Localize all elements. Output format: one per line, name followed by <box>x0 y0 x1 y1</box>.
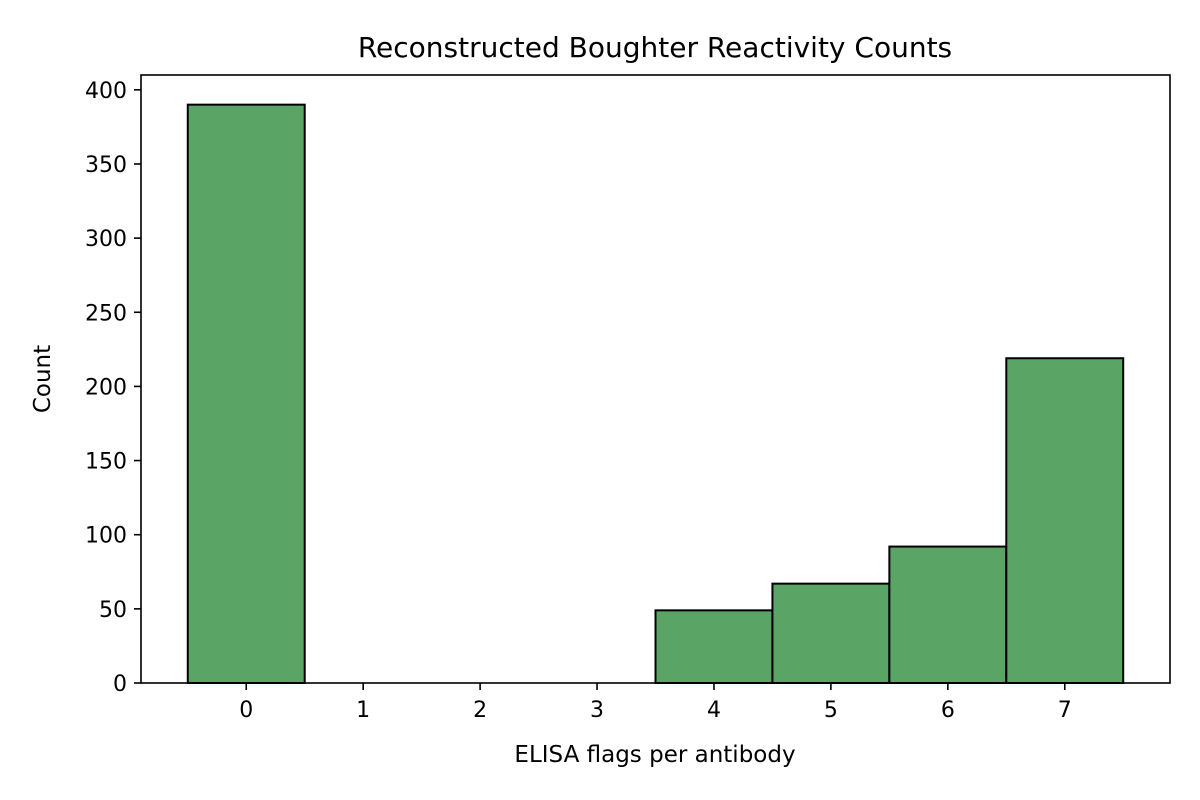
y-tick-label-100: 100 <box>85 524 127 549</box>
y-tick-label-350: 350 <box>85 153 127 178</box>
bar-6 <box>888 545 1008 685</box>
y-tick-label-400: 400 <box>85 79 127 104</box>
bars-layer <box>186 103 1125 685</box>
y-tick-label-300: 300 <box>85 227 127 252</box>
x-tick-label-0: 0 <box>239 698 253 723</box>
x-tick-label-1: 1 <box>356 698 370 723</box>
bar-0 <box>186 103 306 685</box>
y-axis: 0 50 100 150 200 250 300 350 400 <box>85 79 141 697</box>
x-axis: 0 1 2 3 4 5 6 7 <box>239 683 1072 723</box>
x-tick-label-6: 6 <box>941 698 955 723</box>
bar-4 <box>654 609 774 685</box>
x-tick-label-2: 2 <box>473 698 487 723</box>
plot-frame <box>140 74 1171 684</box>
y-tick-label-150: 150 <box>85 450 127 475</box>
y-tick-label-0: 0 <box>113 672 127 697</box>
x-tick-label-5: 5 <box>824 698 838 723</box>
chart-title: Reconstructed Boughter Reactivity Counts <box>358 31 952 64</box>
y-tick-label-250: 250 <box>85 301 127 326</box>
x-axis-label: ELISA flags per antibody <box>514 742 795 768</box>
x-tick-label-3: 3 <box>590 698 604 723</box>
x-tick-label-7: 7 <box>1058 698 1072 723</box>
y-tick-label-50: 50 <box>99 598 127 623</box>
y-tick-label-200: 200 <box>85 375 127 400</box>
bar-5 <box>771 582 891 685</box>
x-tick-label-4: 4 <box>707 698 721 723</box>
y-axis-label: Count <box>30 345 56 413</box>
bar-7 <box>1005 357 1125 684</box>
